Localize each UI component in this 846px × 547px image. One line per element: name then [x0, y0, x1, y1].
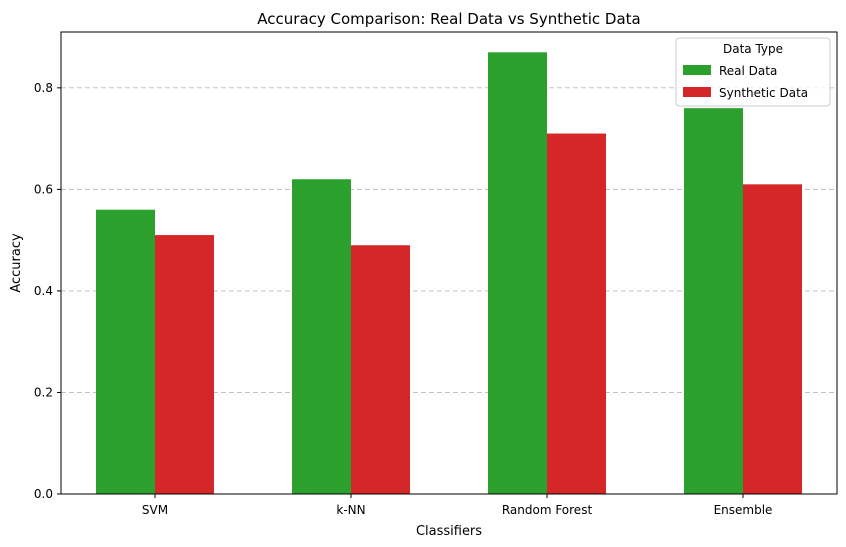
y-tick-label: 0.4	[34, 284, 53, 298]
x-tick-label: Ensemble	[714, 503, 773, 517]
bar-synthetic-data-random-forest	[547, 133, 606, 495]
legend-box	[675, 37, 831, 107]
x-axis: SVM k-NN Random Forest Ensemble	[142, 494, 773, 517]
bar-real-data-random-forest	[488, 52, 547, 495]
x-axis-label: Classifiers	[416, 524, 482, 539]
legend-label-real-data: Real Data	[719, 64, 777, 78]
x-tick-label: SVM	[142, 503, 168, 517]
y-tick-label: 0.2	[34, 385, 53, 399]
plot-frame	[60, 31, 838, 495]
bar-real-data-k-nn	[292, 179, 351, 494]
y-tick-label: 0.6	[34, 182, 53, 196]
bars	[96, 52, 802, 495]
y-tick-label: 0.8	[34, 81, 53, 95]
bar-real-data-ensemble	[684, 108, 743, 495]
legend-title: Data Type	[723, 42, 783, 56]
y-tick-label: 0.0	[34, 487, 53, 501]
legend: Data Type Real Data Synthetic Data	[675, 37, 831, 107]
y-axis-label: Accuracy	[9, 233, 24, 293]
y-axis: 0.0 0.2 0.4 0.6 0.8	[34, 81, 61, 501]
legend-swatch-synthetic-data	[683, 87, 711, 97]
bar-synthetic-data-k-nn	[351, 245, 410, 494]
chart-title: Accuracy Comparison: Real Data vs Synthe…	[257, 10, 640, 28]
bar-synthetic-data-ensemble	[743, 184, 802, 495]
legend-label-synthetic-data: Synthetic Data	[719, 86, 808, 100]
bar-real-data-svm	[96, 209, 155, 494]
bar-synthetic-data-svm	[155, 235, 214, 495]
x-tick-label: Random Forest	[502, 503, 593, 517]
x-tick-label: k-NN	[336, 503, 365, 517]
legend-swatch-real-data	[683, 65, 711, 75]
